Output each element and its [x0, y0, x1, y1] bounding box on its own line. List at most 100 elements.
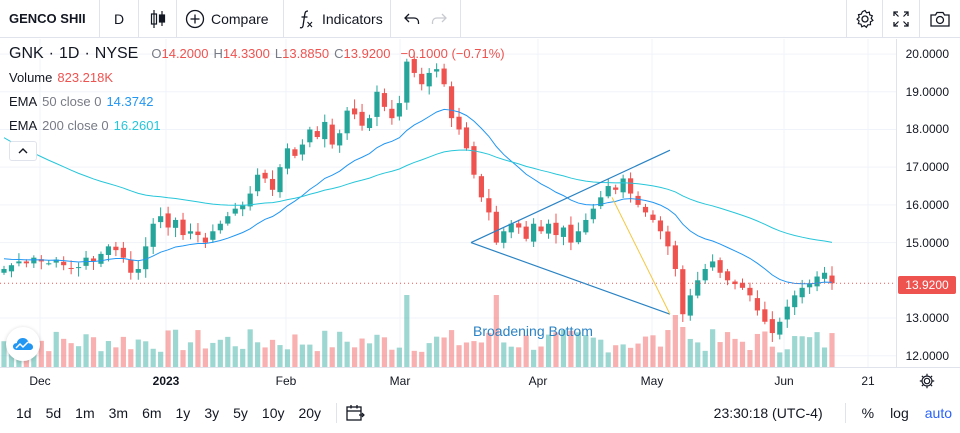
time-tick-label: Mar — [389, 374, 411, 388]
candle-body — [23, 261, 29, 264]
symbol-search-button[interactable]: GENCO SHII — [0, 0, 100, 37]
interval-button[interactable]: D — [100, 0, 139, 37]
volume-legend-row[interactable]: Volume 823.218K — [9, 68, 505, 92]
bottom-toolbar: 1d 5d 1m 3m 6m 1y 3y 5y 10y 20y 23:30:18 (UTC-4) … — [0, 393, 960, 433]
volume-bar — [807, 337, 813, 367]
volume-bar — [277, 345, 283, 367]
candle-body — [98, 253, 104, 264]
date-range-buttons: 1d 5d 1m 3m 6m 1y 3y 5y 10y 20y — [0, 405, 328, 421]
legend-exchange: NYSE — [94, 45, 139, 62]
chart-type-button[interactable] — [139, 0, 177, 37]
undo-icon[interactable] — [403, 11, 421, 27]
bottom-right-controls: 23:30:18 (UTC-4) % log auto — [714, 393, 960, 433]
time-tick-label: May — [640, 374, 664, 388]
ohlc-key: L — [274, 46, 283, 61]
price-change: −0.1000 (−0.71%) — [400, 46, 505, 61]
candle-body — [702, 268, 708, 281]
volume-bar — [553, 332, 559, 367]
range-button-1d[interactable]: 1d — [16, 405, 32, 421]
range-button-1m[interactable]: 1m — [75, 405, 95, 421]
range-button-3y[interactable]: 3y — [204, 405, 220, 421]
candle-body — [508, 223, 514, 233]
candle-body — [135, 268, 141, 273]
volume-bar — [83, 334, 89, 367]
volume-bar — [456, 345, 462, 367]
volume-bar — [143, 341, 149, 367]
candle-body — [217, 223, 223, 231]
candle-body — [650, 214, 656, 220]
volume-label: Volume — [9, 70, 53, 85]
candle-body — [762, 309, 768, 322]
candle-body — [269, 178, 276, 190]
range-button-10y[interactable]: 10y — [261, 405, 285, 421]
price-tick-label: 18.0000 — [905, 122, 949, 137]
legend-separator: · — [84, 45, 90, 62]
broadening-bottom-label[interactable]: Broadening Bottom — [473, 323, 593, 339]
price-tick-label: 19.0000 — [905, 84, 949, 99]
volume-bar — [695, 342, 701, 367]
candle-body — [180, 219, 186, 236]
time-tick-label: Dec — [29, 374, 51, 388]
range-button-5d[interactable]: 5d — [45, 405, 62, 421]
indicators-button[interactable]: Indicators — [284, 0, 391, 37]
candle-body — [90, 258, 97, 262]
candlestick-icon — [150, 9, 165, 28]
candle-body — [46, 263, 52, 265]
candle-body — [307, 129, 313, 143]
candle-body — [627, 178, 634, 194]
fullscreen-button[interactable] — [883, 0, 920, 37]
candle-body — [105, 246, 112, 256]
legend-collapse-button[interactable] — [9, 141, 37, 161]
volume-bar — [180, 350, 186, 367]
time-tick-label: 21 — [861, 374, 875, 388]
candle-body — [590, 208, 596, 220]
log-scale-toggle[interactable]: log — [890, 405, 909, 421]
candle-body — [821, 272, 828, 279]
time-tick-label: Apr — [528, 374, 548, 388]
range-button-3m[interactable]: 3m — [108, 405, 129, 421]
volume-bar — [471, 341, 477, 367]
candle-body — [724, 271, 731, 281]
range-button-1y[interactable]: 1y — [175, 405, 191, 421]
settings-button[interactable] — [847, 0, 883, 37]
candle-body — [642, 206, 649, 213]
auto-scale-toggle[interactable]: auto — [924, 405, 952, 421]
camera-icon — [930, 11, 950, 27]
volume-bar — [366, 343, 373, 367]
redo-icon[interactable] — [430, 11, 448, 27]
range-button-6m[interactable]: 6m — [142, 405, 162, 421]
candle-body — [374, 91, 380, 117]
compare-button[interactable]: Compare — [177, 0, 284, 37]
clock-timezone[interactable]: 23:30:18 (UTC-4) — [713, 405, 823, 421]
candle-body — [807, 284, 813, 288]
volume-bar — [404, 295, 410, 367]
candle-body — [687, 295, 693, 316]
volume-bar — [128, 349, 134, 367]
screenshot-button[interactable] — [920, 0, 960, 37]
volume-bar — [232, 346, 238, 367]
volume-bar — [411, 350, 417, 367]
ema50-legend-row[interactable]: EMA 50 close 0 14.3742 — [9, 92, 505, 116]
price-axis[interactable]: 20.0000 19.0000 18.0000 17.0000 16.0000 15.00… — [896, 39, 960, 367]
candle-body — [381, 93, 388, 107]
tradingview-logo[interactable] — [6, 327, 40, 361]
volume-bar — [560, 329, 567, 367]
candle-body — [732, 281, 738, 285]
ohlc-key: H — [213, 46, 223, 61]
candle-body — [620, 178, 626, 193]
axis-settings-icon[interactable] — [918, 372, 936, 390]
volume-bar — [90, 337, 97, 367]
volume-bar — [590, 337, 596, 367]
volume-bar — [732, 338, 738, 367]
time-axis[interactable]: Dec 2023 Feb Mar Apr May Jun 21 — [0, 367, 960, 393]
date-range-picker-icon[interactable] — [345, 404, 365, 422]
volume-bar — [769, 346, 775, 367]
candle-body — [128, 259, 134, 273]
range-button-20y[interactable]: 20y — [298, 405, 322, 421]
percent-scale-toggle[interactable]: % — [861, 405, 875, 421]
ema200-legend-row[interactable]: EMA 200 close 0 16.2601 — [9, 116, 505, 140]
candle-body — [456, 116, 462, 130]
range-button-5y[interactable]: 5y — [233, 405, 248, 421]
price-chart[interactable] — [0, 39, 896, 367]
candle-body — [292, 149, 298, 156]
